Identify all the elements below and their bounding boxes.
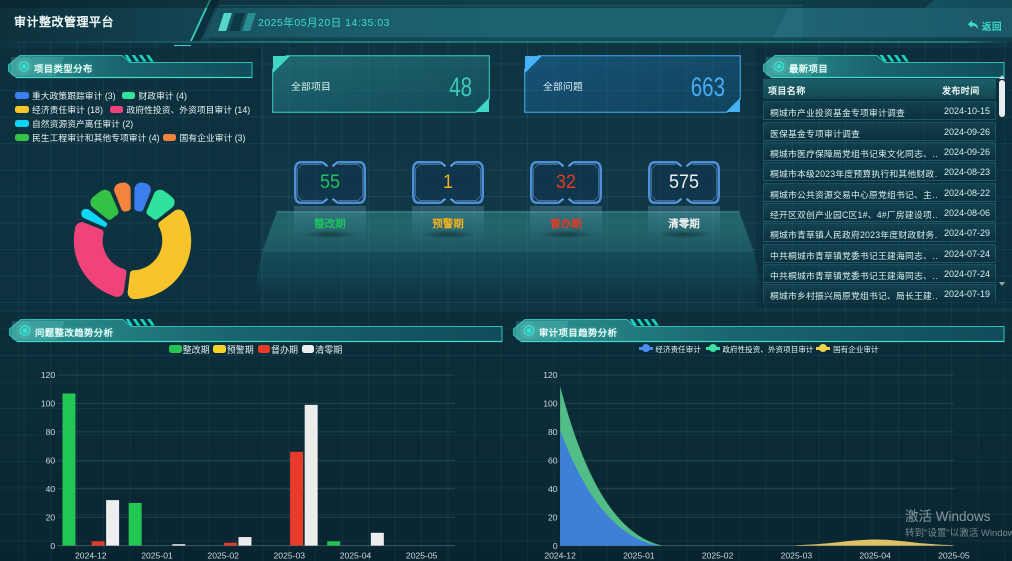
svg-text:2025-01: 2025-01	[623, 551, 655, 561]
svg-text:100: 100	[41, 399, 56, 409]
svg-text:2024-12: 2024-12	[544, 551, 576, 561]
svg-text:40: 40	[548, 484, 558, 494]
svg-text:100: 100	[543, 399, 558, 409]
svg-text:2024-12: 2024-12	[75, 551, 107, 561]
svg-text:80: 80	[548, 427, 558, 437]
svg-text:2025-04: 2025-04	[859, 551, 891, 561]
svg-text:2025-01: 2025-01	[141, 551, 173, 561]
svg-text:2025-02: 2025-02	[702, 551, 734, 561]
svg-text:2025-02: 2025-02	[207, 551, 239, 561]
svg-text:2025-03: 2025-03	[781, 551, 813, 561]
svg-text:120: 120	[41, 370, 56, 380]
svg-text:40: 40	[46, 484, 56, 494]
svg-text:80: 80	[46, 427, 56, 437]
svg-text:60: 60	[46, 456, 56, 466]
svg-text:0: 0	[553, 541, 558, 551]
svg-text:20: 20	[548, 512, 558, 522]
svg-text:60: 60	[548, 456, 558, 466]
svg-text:2025-03: 2025-03	[274, 551, 306, 561]
svg-text:120: 120	[543, 370, 558, 380]
svg-text:2025-05: 2025-05	[406, 551, 438, 561]
svg-text:0: 0	[50, 541, 55, 551]
svg-text:2025-05: 2025-05	[938, 551, 970, 561]
svg-text:20: 20	[46, 512, 56, 522]
svg-text:2025-04: 2025-04	[340, 551, 372, 561]
